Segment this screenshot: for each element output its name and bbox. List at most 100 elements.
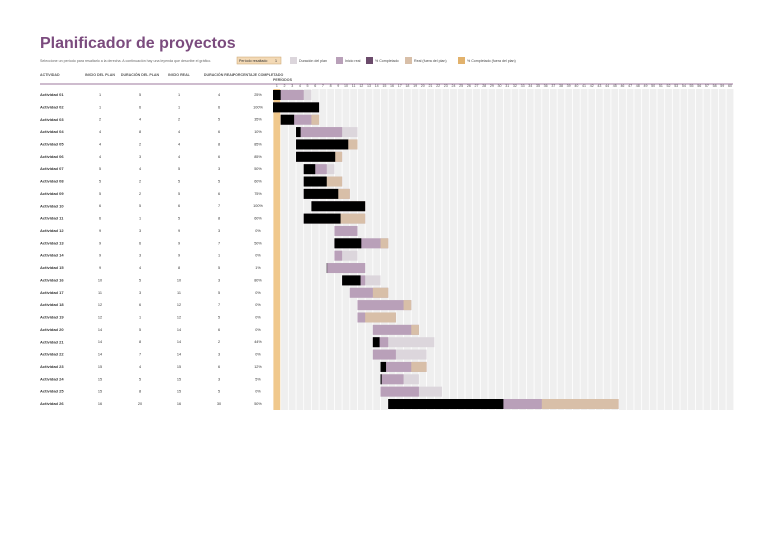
- period-number: 49: [643, 84, 647, 88]
- complete-bar: [311, 201, 365, 211]
- cell: Actividad 13: [40, 240, 64, 245]
- legend-swatch: [405, 57, 412, 64]
- cell: 100%: [253, 105, 263, 109]
- cell: 4: [218, 93, 220, 97]
- complete-bar: [296, 127, 301, 137]
- cell: 5: [218, 390, 220, 394]
- period-column: [427, 89, 434, 410]
- period-number: 48: [636, 84, 640, 88]
- period-column: [642, 89, 649, 410]
- period-number: 45: [613, 84, 617, 88]
- cell: 6: [139, 303, 141, 307]
- cell: 0%: [255, 328, 261, 332]
- cell: 5: [218, 315, 220, 319]
- complete-bar: [273, 102, 319, 112]
- legend-label: Real (fuera del plan): [414, 59, 447, 63]
- cell: 3: [218, 229, 220, 233]
- period-column: [665, 89, 672, 410]
- period-number: 1: [276, 84, 278, 88]
- title: Planificador de proyectos: [40, 35, 236, 52]
- period-column: [558, 89, 565, 410]
- period-column: [358, 89, 365, 410]
- cell: 100%: [253, 204, 263, 208]
- period-number: 15: [382, 84, 386, 88]
- cell: 5: [178, 217, 180, 221]
- period-column: [619, 89, 626, 410]
- cell: 3: [139, 291, 141, 295]
- cell: Actividad 10: [40, 203, 64, 208]
- period-column: [611, 89, 618, 410]
- cell: 3: [218, 353, 220, 357]
- cell: Actividad 14: [40, 253, 64, 258]
- actual-beyond-bar: [311, 115, 319, 125]
- cell: 16: [98, 402, 102, 406]
- period-column: [604, 89, 611, 410]
- period-column: [343, 89, 350, 410]
- cell: 15: [98, 365, 102, 369]
- cell: 1: [218, 254, 220, 258]
- cell: 5: [99, 180, 101, 184]
- cell: Actividad 24: [40, 376, 64, 381]
- column-header: INICIO REAL: [168, 73, 191, 77]
- column-header: ACTIVIDAD: [40, 73, 60, 77]
- complete-bar: [373, 337, 380, 347]
- cell: 10: [177, 278, 181, 282]
- cell: 2: [139, 180, 141, 184]
- cell: 80%: [254, 278, 262, 282]
- cell: 5: [218, 180, 220, 184]
- period-column: [412, 89, 419, 410]
- cell: 12: [177, 315, 181, 319]
- cell: 9: [99, 266, 101, 270]
- cell: Actividad 23: [40, 364, 64, 369]
- period-number: 12: [359, 84, 363, 88]
- cell: 4: [178, 142, 180, 146]
- cell: 35%: [254, 118, 262, 122]
- period-number: 6: [314, 84, 316, 88]
- cell: 8: [178, 266, 180, 270]
- cell: Actividad 03: [40, 117, 64, 122]
- cell: 1: [178, 105, 180, 109]
- cell: 75%: [254, 192, 262, 196]
- cell: 6: [218, 105, 220, 109]
- cell: 8: [139, 340, 141, 344]
- actual-bar: [373, 350, 396, 360]
- cell: 6: [139, 241, 141, 245]
- legend-swatch: [458, 57, 465, 64]
- complete-bar: [334, 238, 361, 248]
- period-number: 53: [674, 84, 678, 88]
- period-number: 25: [459, 84, 463, 88]
- period-number: 32: [513, 84, 517, 88]
- period-column: [719, 89, 726, 410]
- period-number: 28: [482, 84, 486, 88]
- cell: 5: [218, 118, 220, 122]
- cell: Actividad 17: [40, 290, 64, 295]
- cell: 14: [98, 353, 102, 357]
- cell: 5: [178, 180, 180, 184]
- period-column: [389, 89, 396, 410]
- cell: 5%: [255, 377, 261, 381]
- cell: 14: [177, 353, 181, 357]
- actual-beyond-bar: [542, 399, 619, 409]
- actual-bar: [334, 226, 357, 236]
- cell: 8: [218, 217, 220, 221]
- period-number: 34: [528, 84, 532, 88]
- period-number: 11: [352, 84, 356, 88]
- cell: 6: [218, 365, 220, 369]
- cell: 1: [139, 315, 141, 319]
- cell: 9: [99, 241, 101, 245]
- cell: 85%: [254, 142, 262, 146]
- cell: 5: [139, 204, 141, 208]
- cell: 9: [178, 254, 180, 258]
- cell: Actividad 15: [40, 265, 64, 270]
- cell: 14: [98, 340, 102, 344]
- cell: Actividad 09: [40, 191, 64, 196]
- cell: 7: [218, 241, 220, 245]
- cell: Actividad 11: [40, 216, 64, 221]
- period-number: 57: [705, 84, 709, 88]
- cell: 5: [99, 192, 101, 196]
- cell: 12: [98, 315, 102, 319]
- cell: 0%: [255, 229, 261, 233]
- cell: 1: [99, 93, 101, 97]
- cell: 25%: [254, 93, 262, 97]
